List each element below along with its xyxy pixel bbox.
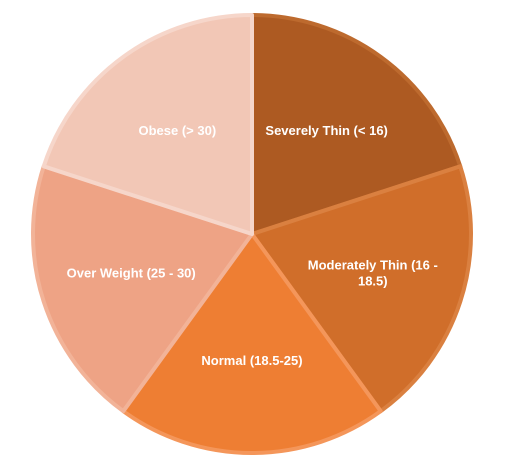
pie-slice-label: Obese (> 30)	[138, 123, 216, 138]
pie-slice	[250, 13, 463, 236]
pie-slice-label: Over Weight (25 - 30)	[67, 265, 196, 280]
pie-slice-label: Moderately Thin (16 -18.5)	[308, 257, 438, 288]
pie-slice	[41, 13, 254, 236]
pie-slice-labels: Severely Thin (< 16) Moderately Thin (16 …	[67, 123, 438, 368]
pie-slices	[31, 13, 473, 455]
pie-slice	[250, 164, 473, 414]
pie-slice-label: Normal (18.5-25)	[201, 353, 302, 368]
pie-slice	[121, 232, 383, 455]
pie-slice-label: Severely Thin (< 16)	[265, 123, 387, 138]
pie-slice	[31, 164, 254, 414]
